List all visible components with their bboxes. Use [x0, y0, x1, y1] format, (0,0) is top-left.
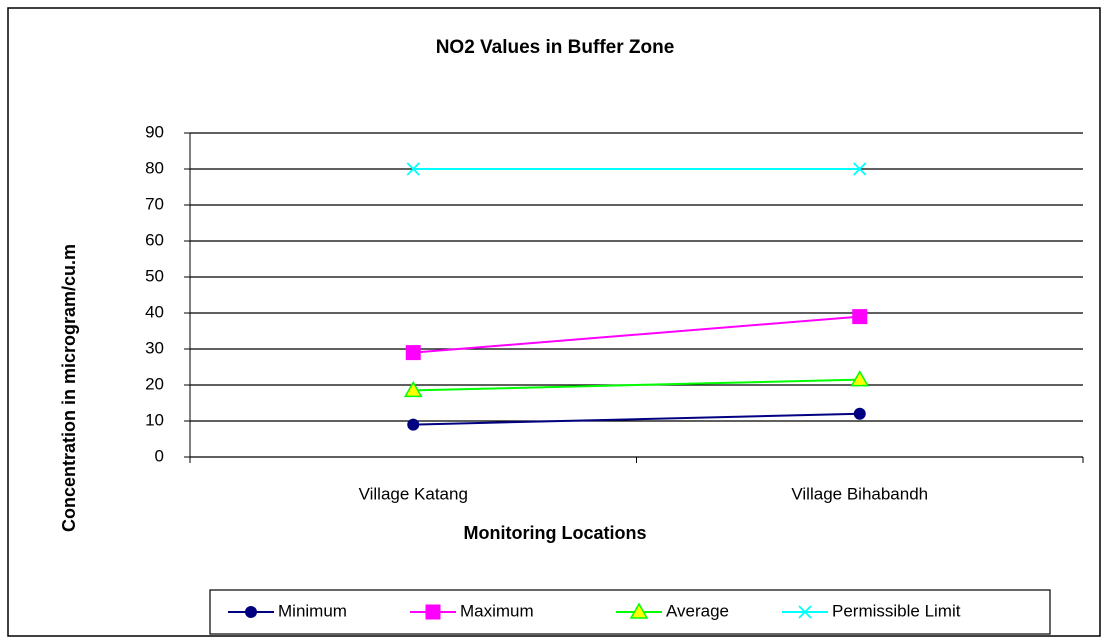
legend-marker — [425, 604, 441, 620]
series-line — [413, 412, 860, 426]
y-tick-label: 80 — [145, 158, 164, 177]
y-tick-label: 10 — [145, 410, 164, 429]
y-tick-label: 50 — [145, 266, 164, 285]
data-point — [852, 309, 868, 325]
legend-label: Average — [666, 601, 729, 620]
y-tick-label: 40 — [145, 302, 164, 321]
series-line — [413, 378, 860, 392]
data-point — [403, 380, 423, 398]
legend-marker — [245, 606, 257, 618]
series-line — [413, 315, 860, 354]
y-tick-label: 30 — [145, 338, 164, 357]
legend-label: Maximum — [460, 601, 534, 620]
data-point — [406, 162, 420, 176]
legend-marker — [798, 605, 812, 619]
y-tick-label: 0 — [155, 446, 164, 465]
y-tick-label: 20 — [145, 374, 164, 393]
x-tick-label: Village Bihabandh — [791, 484, 928, 503]
data-point — [405, 345, 421, 361]
legend-label: Permissible Limit — [832, 601, 961, 620]
data-point — [850, 370, 870, 387]
y-tick-label: 90 — [145, 122, 164, 141]
legend-label: Minimum — [278, 601, 347, 620]
y-tick-label: 70 — [145, 194, 164, 213]
data-point — [853, 162, 867, 176]
chart-title: NO2 Values in Buffer Zone — [436, 37, 675, 58]
legend-marker — [629, 602, 649, 619]
x-axis-title: Monitoring Locations — [464, 523, 647, 543]
data-point — [853, 407, 866, 420]
y-tick-label: 60 — [145, 230, 164, 249]
y-axis-title: Concentration in microgram/cu.m — [59, 244, 79, 532]
x-tick-label: Village Katang — [359, 484, 468, 503]
data-point — [407, 418, 420, 431]
